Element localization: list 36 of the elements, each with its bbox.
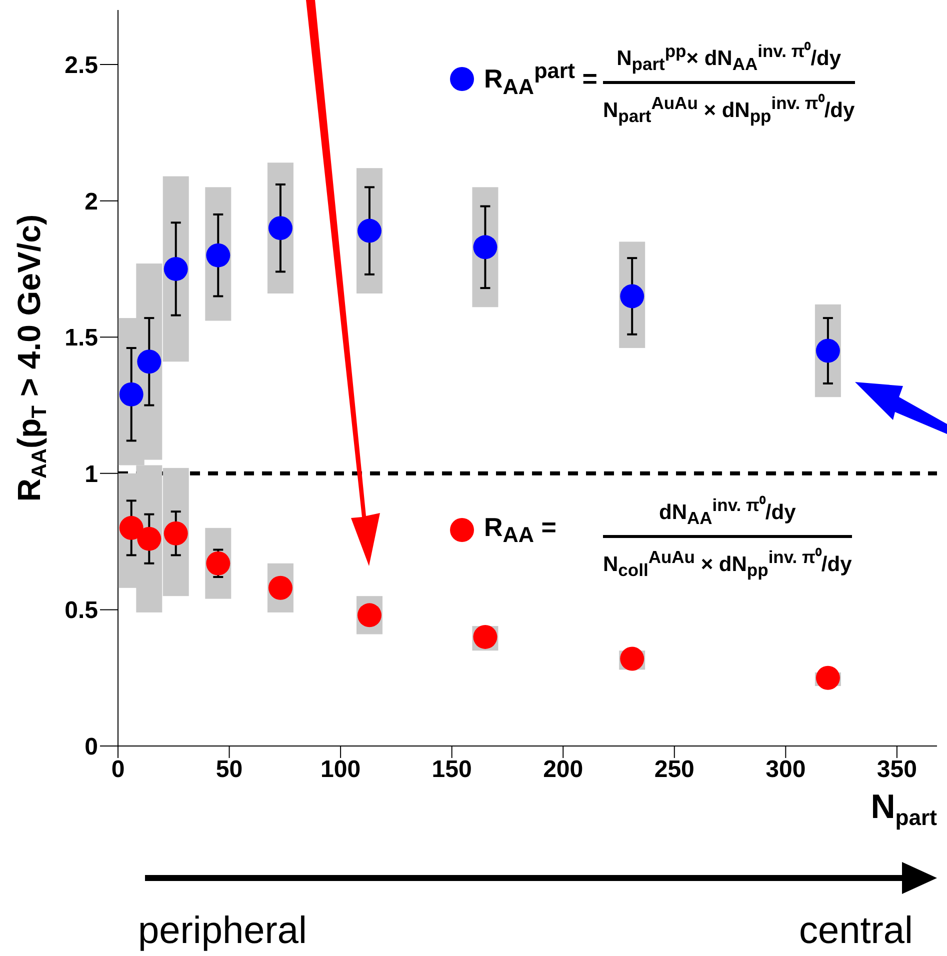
point [620,646,644,671]
point [164,521,188,546]
x-axis-title: N$_{part}$ [870,788,938,830]
point [357,218,382,243]
text: peripheral [138,910,307,952]
x-tick-label: 0 [111,756,125,784]
text: central [798,910,913,952]
point [164,256,188,281]
point [268,216,292,240]
point [206,243,230,268]
x-tick-label: 100 [320,756,361,784]
point [137,350,162,374]
point [620,284,644,308]
y-tick-label: 0.5 [64,597,98,624]
x-tick-label: 200 [543,756,584,784]
annotation: dN$_{AA}$$^{inv. π⁰}$/dy [659,494,796,530]
x-tick-label: 350 [876,756,917,784]
y-tick-label: 2.5 [64,52,98,80]
annotation: N$_{part}$$^{pp}$× dN$_{AA}$$^{inv. π⁰}$/dy [616,40,842,76]
point [816,666,840,690]
legend-label: R$_{AA}$$^{part}$ = [484,58,598,100]
y-tick-label: 1 [84,460,98,488]
point [137,526,162,551]
x-tick-label: 250 [654,756,694,784]
y-tick-label: 0 [84,734,98,761]
legend-label: R$_{AA}$ = [484,512,556,548]
annotation: N$_{part}$$^{AuAu}$ × dN$_{pp}$$^{inv. π⁰}$/dy [603,92,855,128]
point [473,235,498,260]
point [119,382,144,406]
y-tick-label: 2 [84,188,98,216]
y-tick-label: 1.5 [64,324,98,352]
annotation: N$_{coll}$$^{AuAu}$ × dN$_{pp}$$^{inv. π⁰}$/dy [603,546,852,582]
x-tick-label: 300 [766,756,806,784]
x-tick-label: 50 [216,756,243,784]
x-tick-label: 150 [432,756,472,784]
point [119,516,144,540]
